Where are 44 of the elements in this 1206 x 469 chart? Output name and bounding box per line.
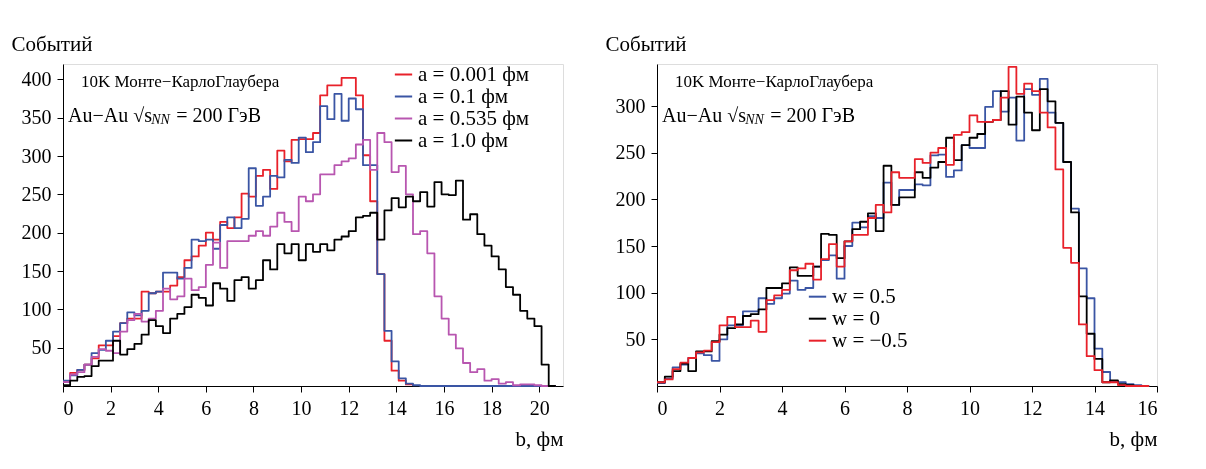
y-tick-label: 400: [21, 67, 52, 90]
x-tick-label: 14: [386, 396, 407, 419]
x-tick-label: 6: [201, 396, 212, 419]
y-tick-label: 250: [615, 141, 646, 164]
y-tick-label: 200: [21, 221, 52, 244]
x-axis-title: b, фм: [515, 426, 564, 451]
x-tick-label: 4: [153, 396, 164, 419]
x-tick-label: 0: [63, 396, 74, 419]
y-tick-label: 300: [615, 94, 646, 117]
x-tick-label: 12: [339, 396, 360, 419]
x-tick-label: 4: [777, 396, 788, 419]
legend-label: w = 0: [832, 305, 881, 330]
x-tick-label: 2: [106, 396, 117, 419]
y-tick-label: 150: [21, 259, 52, 282]
x-tick-label: 0: [657, 396, 668, 419]
x-tick-label: 10: [291, 396, 312, 419]
x-tick-label: 12: [1022, 396, 1043, 419]
y-axis-title: Событий: [11, 31, 93, 56]
x-tick-label: 16: [434, 396, 455, 419]
x-axis-title: b, фм: [1109, 426, 1158, 451]
y-tick-label: 350: [21, 106, 52, 129]
y-tick-label: 300: [21, 144, 52, 167]
legend-label: w = −0.5: [832, 327, 908, 352]
y-tick-label: 200: [615, 187, 646, 210]
x-tick-label: 14: [1085, 396, 1105, 419]
x-tick-label: 6: [840, 396, 850, 419]
y-tick-label: 50: [31, 336, 52, 359]
y-tick-label: 50: [625, 327, 646, 350]
y-tick-label: 100: [21, 297, 52, 320]
x-tick-label: 18: [482, 396, 503, 419]
x-tick-label: 20: [529, 396, 550, 419]
x-tick-label: 2: [715, 396, 725, 419]
y-tick-label: 100: [615, 281, 646, 304]
x-tick-label: 16: [1137, 396, 1158, 419]
legend-label: a = 0.001 фм: [418, 61, 530, 86]
x-tick-label: 8: [248, 396, 259, 419]
y-axis-title: Событий: [605, 31, 687, 56]
legend-label: w = 0.5: [832, 283, 896, 308]
annotation: 10K Монте−КарлоГлаубера: [81, 72, 280, 91]
x-tick-label: 10: [960, 396, 980, 419]
y-tick-label: 250: [21, 182, 52, 205]
annotation: 10K Монте−КарлоГлаубера: [675, 72, 874, 91]
x-tick-label: 8: [902, 396, 913, 419]
y-tick-label: 150: [615, 234, 646, 257]
